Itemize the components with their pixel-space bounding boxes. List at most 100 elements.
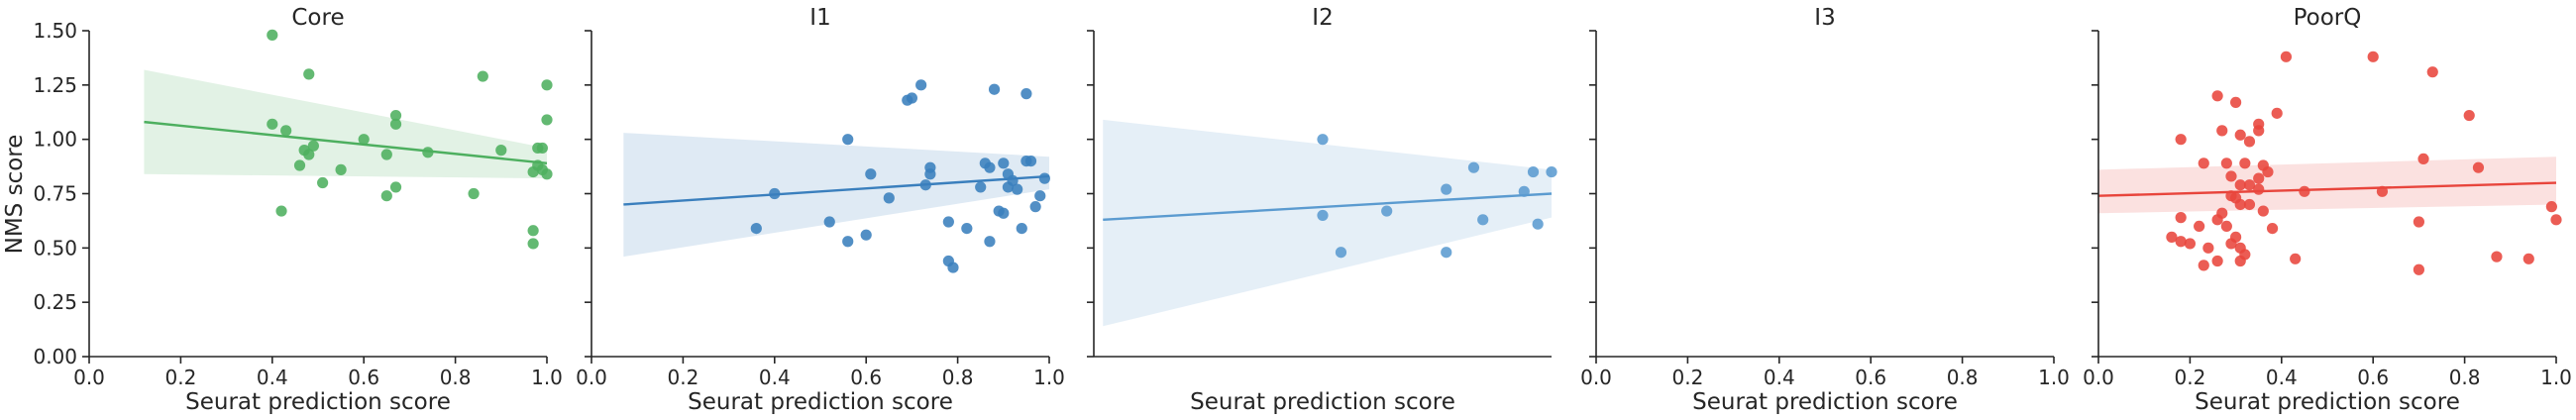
data-point xyxy=(2234,129,2246,141)
x-tick-label: 1.0 xyxy=(1033,366,1065,389)
data-point xyxy=(975,181,987,193)
data-point xyxy=(1441,183,1452,195)
chart-panels: Core 0.00 0.25 0.50 0.75 1.00 1.25 1.50 0.0 0.2 0.… xyxy=(33,5,2571,415)
data-point xyxy=(1518,185,1530,197)
x-tick-label: 0.8 xyxy=(440,366,472,389)
data-point xyxy=(1024,156,1037,167)
data-point xyxy=(842,134,854,146)
panel-title: I3 xyxy=(1814,5,1835,31)
data-point xyxy=(280,125,292,137)
panel-poorq: PoorQ 0.0 0.2 0.4 0.6 0.8 1.0 Seurat prediction… xyxy=(2083,5,2572,415)
data-point xyxy=(307,140,319,152)
data-point xyxy=(541,114,553,126)
data-point xyxy=(317,176,329,189)
data-point xyxy=(915,79,927,91)
data-point xyxy=(267,29,278,41)
data-point xyxy=(1546,165,1557,178)
x-axis-title: Seurat prediction score xyxy=(688,389,953,415)
data-point xyxy=(2271,107,2283,119)
data-point xyxy=(2367,51,2379,62)
x-tick-label: 0.4 xyxy=(759,366,791,389)
data-point xyxy=(422,147,434,158)
data-point xyxy=(865,168,877,180)
data-point xyxy=(358,134,370,146)
x-axis-title: Seurat prediction score xyxy=(2195,389,2460,415)
data-point xyxy=(389,118,402,130)
panel-i2: I2 Seurat prediction score xyxy=(1087,5,1557,415)
data-point xyxy=(842,236,854,248)
data-point xyxy=(919,179,931,191)
x-tick-label: 0.0 xyxy=(576,366,607,389)
data-point xyxy=(2262,165,2274,178)
x-tick-label: 0.6 xyxy=(850,366,882,389)
data-point xyxy=(2194,220,2205,232)
data-point xyxy=(860,229,872,241)
data-point xyxy=(477,70,488,82)
data-point xyxy=(1317,134,1329,146)
panel-i3: I3 0.0 0.2 0.4 0.6 0.8 1.0 Seurat prediction sc… xyxy=(1580,5,2070,415)
panel-i1: I1 0.0 0.2 0.4 0.6 0.8 1.0 Seurat prediction sc… xyxy=(576,5,1065,415)
data-point xyxy=(2198,260,2209,271)
regression-line xyxy=(623,174,1050,206)
x-axis-title: Seurat prediction score xyxy=(185,389,451,415)
data-point xyxy=(2220,158,2232,169)
data-point xyxy=(1381,205,1393,217)
data-point xyxy=(2253,183,2265,195)
regression-line xyxy=(1103,192,1553,222)
regression-line xyxy=(2097,181,2557,197)
data-point xyxy=(293,159,306,171)
x-tick-label: 1.0 xyxy=(2540,366,2572,389)
x-tick-label: 0.6 xyxy=(348,366,379,389)
x-tick-label: 0.6 xyxy=(2357,366,2389,389)
data-point xyxy=(335,163,347,175)
x-tick-label: 0.4 xyxy=(1764,366,1795,389)
data-point xyxy=(947,262,959,273)
data-point xyxy=(1532,218,1544,230)
data-point xyxy=(2230,96,2242,108)
y-tick-label: 0.25 xyxy=(33,290,77,314)
data-point xyxy=(998,207,1010,219)
data-point xyxy=(2243,179,2256,191)
panel-title: Core xyxy=(291,5,344,31)
data-point xyxy=(2234,198,2246,211)
data-point xyxy=(2175,236,2187,248)
x-tick-label: 0.2 xyxy=(2174,366,2205,389)
y-tick-label: 1.25 xyxy=(33,73,77,97)
data-point xyxy=(883,192,895,204)
x-axis-title: Seurat prediction score xyxy=(1692,389,1958,415)
data-point xyxy=(1020,88,1032,100)
data-point xyxy=(2413,263,2424,275)
data-point xyxy=(303,68,315,80)
x-tick-label: 0.0 xyxy=(73,366,105,389)
data-point xyxy=(2253,172,2265,184)
data-point xyxy=(2234,255,2246,267)
data-point xyxy=(2166,231,2178,243)
data-point xyxy=(2257,205,2269,217)
data-point xyxy=(1012,183,1023,195)
x-tick-label: 0.8 xyxy=(2449,366,2481,389)
data-point xyxy=(2426,66,2438,78)
x-tick-label: 0.0 xyxy=(2083,366,2114,389)
data-point xyxy=(1441,247,1452,259)
data-point xyxy=(769,187,781,200)
data-point xyxy=(2550,214,2562,226)
y-tick-label: 1.00 xyxy=(33,128,77,152)
y-tick-label: 0.00 xyxy=(33,345,77,368)
data-point xyxy=(988,83,1001,95)
data-point xyxy=(1335,247,1347,259)
data-point xyxy=(961,222,973,235)
data-point xyxy=(2220,220,2232,232)
data-point xyxy=(2239,158,2251,169)
y-tick-label: 0.50 xyxy=(33,236,77,260)
x-tick-label: 1.0 xyxy=(2038,366,2070,389)
x-tick-label: 0.8 xyxy=(942,366,974,389)
confidence-band xyxy=(623,133,1049,258)
data-point xyxy=(2225,238,2237,250)
data-point xyxy=(2417,153,2429,165)
data-point xyxy=(2413,216,2424,228)
data-point xyxy=(2225,170,2237,182)
data-point xyxy=(2211,255,2223,267)
data-point xyxy=(2376,185,2389,197)
data-point xyxy=(2280,51,2293,62)
x-tick-label: 0.2 xyxy=(1671,366,1703,389)
